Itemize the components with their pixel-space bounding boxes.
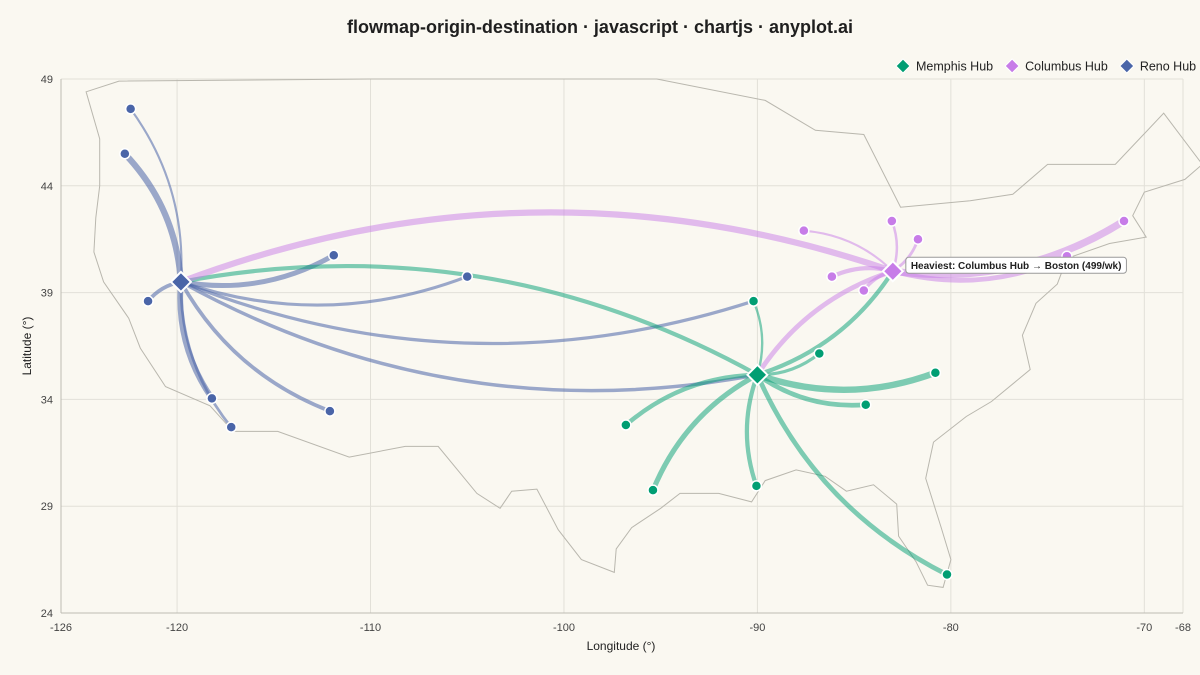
flow-line [755,372,869,408]
legend-label: Columbus Hub [1025,60,1108,74]
flow-line [755,268,896,378]
flow-line [754,369,939,393]
flow-line [650,372,760,493]
flow-line [179,275,469,307]
hub-marker [745,363,769,387]
destination-point [461,270,473,283]
y-tick-label: 44 [41,181,53,193]
destination-points [119,103,1130,581]
destination-point [798,224,810,237]
us-outline [85,78,1200,588]
destination-point [747,295,760,307]
flow-line [179,280,233,429]
flow-line [802,229,894,273]
flow-line [179,280,332,413]
destination-point [206,392,218,405]
flow-line [129,107,183,283]
x-tick-label: -68 [1175,622,1191,634]
y-tick-label: 39 [41,288,53,300]
destination-point [929,366,942,379]
legend-item: Memphis Hub [895,58,993,74]
x-tick-label: -110 [360,622,381,634]
destination-point [620,419,632,431]
legend-item: Columbus Hub [1004,58,1108,74]
x-tick-label: -120 [166,622,188,634]
hub-marker [169,270,193,294]
flow-line [121,150,185,286]
destination-point [750,480,763,492]
flow-line [623,372,760,428]
x-tick-label: -80 [943,622,959,634]
flow-line [179,280,760,393]
flow-line [177,279,215,402]
x-tick-label: -100 [553,622,575,634]
flow-line [178,252,337,289]
flow-lines [121,107,1128,577]
x-tick-label: -126 [50,622,72,634]
hub-markers [169,259,905,387]
destination-point [328,249,340,261]
flow-line [177,209,896,286]
legend-swatch [1004,58,1020,74]
destination-point [859,398,872,411]
axis-ticks: -126 -120 -110 -100 -90 -80 -70 -68 24 29 34 39 44 49 [41,74,1191,634]
x-tick-label: -90 [749,622,765,634]
destination-point [142,295,154,307]
hub-marker [881,259,905,283]
x-axis-label: Longitude (°) [587,639,656,653]
y-tick-label: 49 [41,74,53,86]
destination-point [647,484,659,496]
destination-point [826,270,838,283]
destination-point [225,421,237,433]
flow-line [179,280,756,346]
legend-item: Reno Hub [1119,58,1196,74]
destination-point [1118,215,1130,227]
y-tick-label: 29 [41,501,53,513]
destination-point [858,284,870,297]
destination-point [886,215,898,227]
flow-line [755,269,895,377]
x-tick-label: -70 [1136,622,1152,634]
y-tick-label: 34 [41,394,53,406]
legend: Memphis Hub Columbus Hub Reno Hub [895,58,1196,74]
flow-line [178,264,760,377]
y-axis-label: Latitude (°) [20,317,34,376]
legend-label: Memphis Hub [916,60,993,74]
destination-point [813,347,826,360]
annotation: Heaviest: Columbus Hub → Boston (499/wk) [905,256,1127,274]
destination-point [119,148,131,160]
destination-point [912,233,924,245]
y-tick-label: 24 [41,608,53,620]
destination-point [324,405,336,417]
annotation-box [905,256,1127,274]
legend-swatch [1119,58,1135,74]
annotation-text: Heaviest: Columbus Hub → Boston (499/wk) [911,261,1122,272]
chart-title: flowmap-origin-destination · javascript … [347,17,853,37]
flow-line [755,372,950,577]
us-outline-path [85,78,1200,588]
flow-line [744,372,760,489]
legend-label: Reno Hub [1140,60,1196,74]
destination-point [124,103,137,115]
legend-swatch [895,58,911,74]
destination-point [941,568,953,581]
